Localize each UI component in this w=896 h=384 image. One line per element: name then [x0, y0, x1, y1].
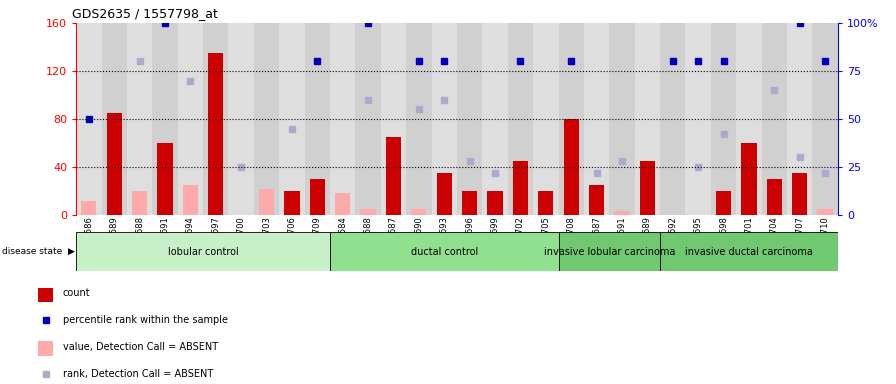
Text: percentile rank within the sample: percentile rank within the sample [63, 315, 228, 325]
Bar [259, 189, 274, 215]
Bar [711, 23, 737, 215]
Bar [284, 194, 299, 215]
Bar [817, 209, 832, 215]
Bar [462, 205, 478, 215]
Bar [107, 113, 122, 215]
Bar [406, 23, 432, 215]
Bar [457, 23, 482, 215]
Bar [741, 143, 756, 215]
Bar [787, 23, 813, 215]
Bar [356, 23, 381, 215]
Bar [127, 23, 152, 215]
Bar [203, 23, 228, 215]
Bar [767, 179, 782, 215]
Bar [487, 191, 503, 215]
Bar [609, 23, 634, 215]
Bar [436, 173, 452, 215]
Bar [660, 23, 685, 215]
Bar [615, 212, 630, 215]
Bar [39, 288, 53, 302]
Text: GDS2635 / 1557798_at: GDS2635 / 1557798_at [73, 7, 219, 20]
Bar [386, 137, 401, 215]
Bar [177, 23, 203, 215]
Bar [132, 191, 147, 215]
Bar [640, 161, 655, 215]
Bar [310, 194, 325, 215]
Bar [82, 200, 97, 215]
Bar [482, 23, 508, 215]
Bar [152, 23, 177, 215]
Bar [330, 23, 356, 215]
Bar [228, 23, 254, 215]
Bar [76, 23, 101, 215]
Text: rank, Detection Call = ABSENT: rank, Detection Call = ABSENT [63, 369, 213, 379]
Bar [513, 161, 528, 215]
Text: invasive lobular carcinoma: invasive lobular carcinoma [544, 247, 675, 257]
Bar [685, 23, 711, 215]
Bar [589, 185, 604, 215]
Bar [716, 191, 731, 215]
Bar [330, 232, 558, 271]
Bar [208, 212, 223, 215]
Bar [305, 23, 330, 215]
Text: invasive ductal carcinoma: invasive ductal carcinoma [685, 247, 813, 257]
Bar [508, 23, 533, 215]
Bar [335, 194, 350, 215]
Bar [538, 191, 554, 215]
Bar [310, 179, 325, 215]
Bar [158, 143, 173, 215]
Bar [462, 191, 478, 215]
Bar [538, 205, 554, 215]
Text: ductal control: ductal control [410, 247, 478, 257]
Bar [762, 23, 787, 215]
Bar [634, 23, 660, 215]
Bar [564, 119, 579, 215]
Text: count: count [63, 288, 90, 298]
Bar [254, 23, 280, 215]
Bar [101, 23, 127, 215]
Text: value, Detection Call = ABSENT: value, Detection Call = ABSENT [63, 342, 218, 352]
Bar [533, 23, 558, 215]
Bar [39, 341, 53, 356]
Bar [208, 53, 223, 215]
Bar [411, 209, 426, 215]
Bar [660, 232, 838, 271]
Bar [360, 209, 375, 215]
Bar [813, 23, 838, 215]
Text: disease state  ▶: disease state ▶ [2, 247, 74, 256]
Bar [183, 185, 198, 215]
Bar [584, 23, 609, 215]
Bar [381, 23, 406, 215]
Bar [564, 209, 579, 215]
Bar [558, 232, 660, 271]
Bar [792, 203, 807, 215]
Bar [737, 23, 762, 215]
Bar [284, 191, 299, 215]
Bar [792, 173, 807, 215]
Text: lobular control: lobular control [168, 247, 238, 257]
Bar [280, 23, 305, 215]
Bar [432, 23, 457, 215]
Bar [76, 232, 330, 271]
Bar [487, 203, 503, 215]
Bar [558, 23, 584, 215]
